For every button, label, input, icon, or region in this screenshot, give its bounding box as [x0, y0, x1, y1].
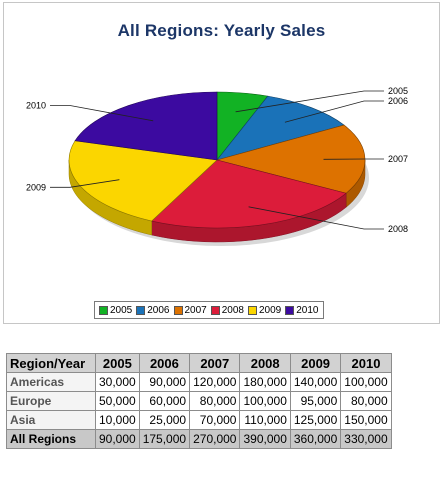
row-label: Asia: [6, 410, 96, 430]
table-cell: 360,000: [289, 429, 342, 449]
legend-item-2008: 2008: [210, 304, 244, 316]
callout-label-2007: 2007: [388, 154, 408, 164]
pie-slices: [68, 91, 366, 229]
table-cell: 60,000: [138, 391, 191, 411]
chart-legend: 2005 2006 2007 2008 2009 2010: [94, 301, 324, 319]
callout-label-2008: 2008: [388, 224, 408, 234]
row-label: All Regions: [6, 429, 96, 449]
legend-item-2005: 2005: [99, 305, 132, 316]
table-cell: 110,000: [239, 410, 291, 430]
table-cell: 330,000: [340, 429, 392, 449]
table-corner-header: Region/Year: [6, 353, 96, 373]
pie-slice-2009: [68, 140, 218, 222]
column-header: 2005: [95, 353, 140, 373]
callout-label-2009: 2009: [26, 182, 46, 192]
legend-swatch: [173, 305, 183, 315]
table-cell: 120,000: [189, 372, 241, 392]
table-cell: 140,000: [289, 372, 342, 392]
table-row: Asia 10,000 25,000 70,000 110,000 125,00…: [6, 410, 392, 430]
legend-label: 2006: [147, 304, 170, 316]
row-label: Americas: [6, 372, 96, 392]
legend-label: 2007: [184, 304, 207, 316]
callout-label-2005: 2005: [388, 86, 408, 96]
pie-slice-2008: [151, 159, 347, 229]
column-header: 2010: [340, 353, 392, 373]
table-cell: 150,000: [340, 410, 392, 430]
table-cell: 90,000: [95, 429, 140, 449]
callout-line-2010: [50, 105, 154, 122]
legend-swatch: [248, 305, 257, 315]
chart-panel: All Regions: Yearly Sales 2005 2006 2007 20…: [3, 2, 440, 324]
table-header-row: Region/Year 2005 2006 2007 2008 2009 201…: [6, 353, 392, 373]
column-header: 2008: [239, 353, 291, 373]
legend-swatch: [136, 305, 146, 315]
callout-label-2006: 2006: [388, 96, 408, 106]
table-cell: 100,000: [340, 372, 392, 392]
table-cell: 125,000: [289, 410, 342, 430]
table-cell: 270,000: [189, 429, 241, 449]
pie-slice-2010: [74, 91, 218, 161]
table-cell: 25,000: [138, 410, 191, 430]
table-cell: 100,000: [239, 391, 291, 411]
legend-item-2007: 2007: [173, 304, 207, 316]
table-row: Europe 50,000 60,000 80,000 100,000 95,0…: [6, 391, 392, 411]
legend-label: 2005: [110, 304, 133, 316]
legend-swatch: [210, 305, 220, 315]
legend-swatch: [99, 305, 108, 315]
sales-table: Region/Year 2005 2006 2007 2008 2009 201…: [6, 353, 392, 449]
callout-label-2010: 2010: [26, 101, 46, 111]
legend-label: 2008: [221, 304, 244, 316]
table-cell: 10,000: [95, 410, 140, 430]
legend-swatch: [285, 305, 295, 315]
table-total-row: All Regions 90,000 175,000 270,000 390,0…: [6, 429, 392, 449]
callout-line-2006: [284, 100, 384, 123]
table-cell: 95,000: [289, 391, 342, 411]
column-header: 2006: [138, 353, 191, 373]
legend-item-2010: 2010: [285, 304, 319, 316]
legend-item-2006: 2006: [136, 304, 170, 316]
table-cell: 180,000: [239, 372, 291, 392]
table-row: Americas 30,000 90,000 120,000 180,000 1…: [6, 372, 392, 392]
callout-line-2005: [235, 90, 384, 113]
table-cell: 30,000: [95, 372, 140, 392]
legend-label: 2010: [296, 304, 319, 316]
row-label: Europe: [6, 391, 96, 411]
table-cell: 80,000: [189, 391, 241, 411]
column-header: 2007: [189, 353, 241, 373]
column-header: 2009: [289, 353, 342, 373]
table-cell: 90,000: [138, 372, 191, 392]
callout-line-2009: [50, 179, 120, 188]
table-cell: 70,000: [189, 410, 241, 430]
chart-title: All Regions: Yearly Sales: [117, 21, 326, 40]
pie-slice-2006: [216, 95, 345, 161]
legend-label: 2009: [259, 304, 282, 316]
table-cell: 175,000: [138, 429, 191, 449]
table-cell: 50,000: [95, 391, 140, 411]
table-cell: 80,000: [340, 391, 392, 411]
callout-line-2008: [248, 206, 384, 230]
legend-item-2009: 2009: [248, 305, 281, 316]
table-cell: 390,000: [239, 429, 291, 449]
